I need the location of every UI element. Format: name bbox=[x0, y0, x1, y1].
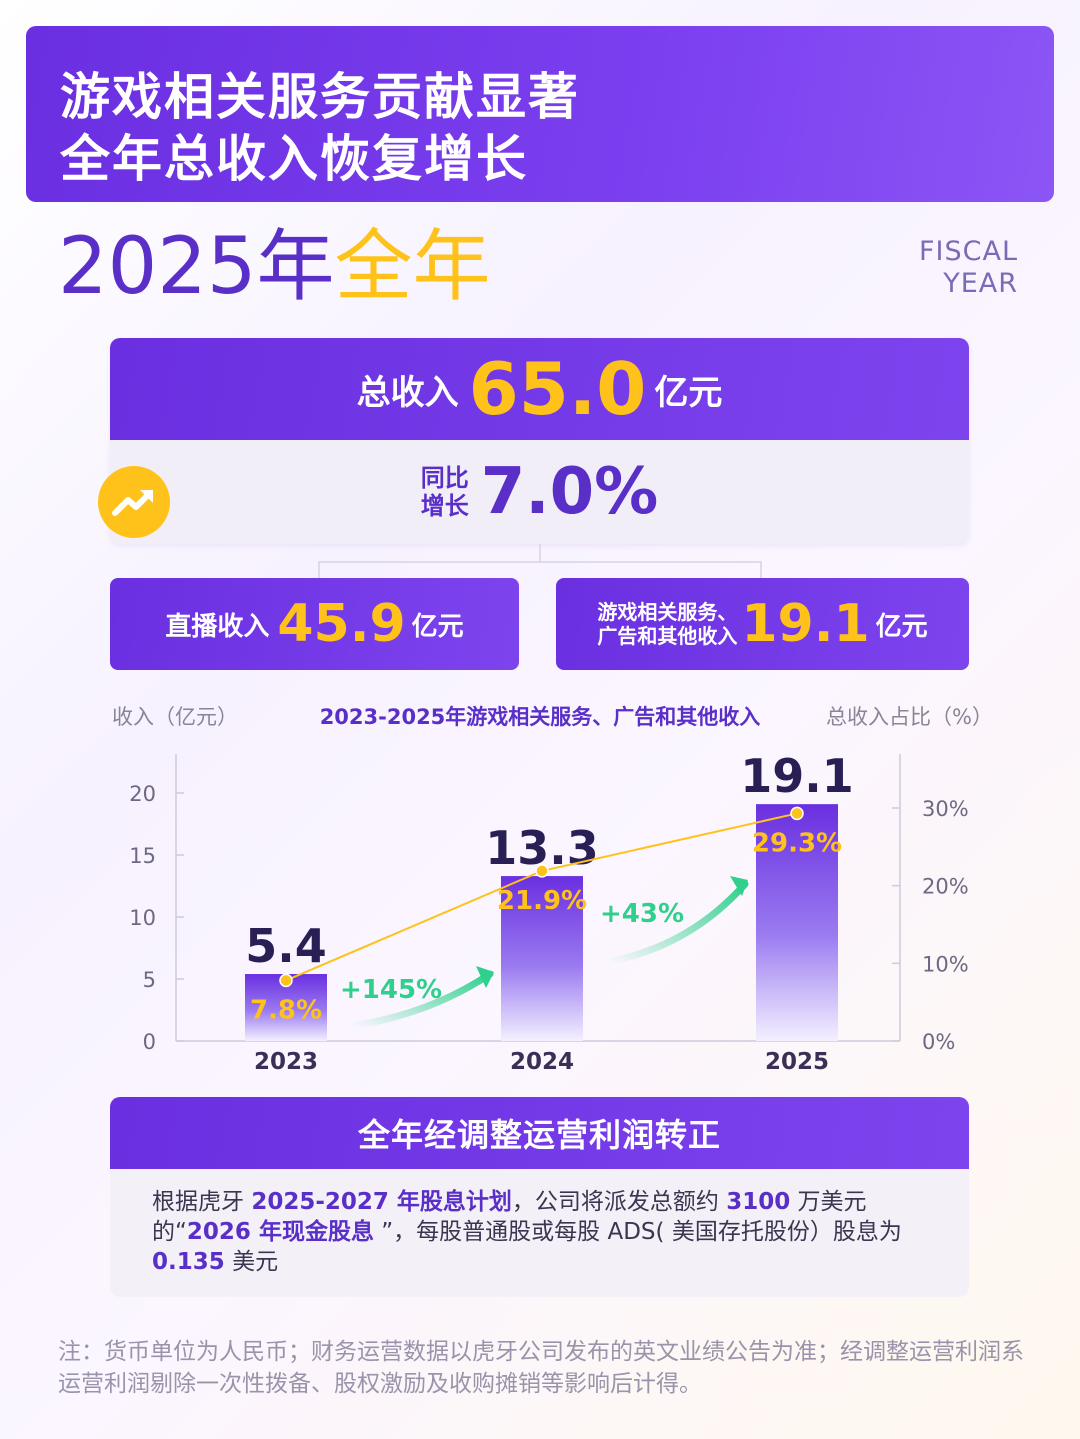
growth-arrow-head bbox=[730, 876, 748, 896]
bar-value-label: 19.1 bbox=[740, 749, 854, 803]
growth-label: +145% bbox=[340, 975, 442, 1005]
other-revenue-label-line-1: 游戏相关服务、 bbox=[597, 600, 738, 624]
profit-highlight-plan: 2025-2027 年股息计划 bbox=[251, 1189, 512, 1215]
total-revenue-label: 总收入 bbox=[356, 372, 459, 413]
live-revenue-unit: 亿元 bbox=[411, 611, 464, 642]
banner-line-2: 全年总收入恢复增长 bbox=[60, 130, 528, 188]
yoy-label-line-1: 同比 bbox=[420, 464, 469, 492]
fiscal-line-2: YEAR bbox=[943, 268, 1018, 299]
other-revenue-card: 游戏相关服务、 广告和其他收入 19.1 亿元 bbox=[556, 578, 969, 670]
profit-highlight-dividend: 2026 年现金股息 bbox=[186, 1219, 374, 1245]
y-tick-label: 5 bbox=[143, 968, 156, 992]
share-value-label: 7.8% bbox=[250, 995, 322, 1025]
banner-line-1: 游戏相关服务贡献显著 bbox=[60, 68, 580, 126]
total-revenue-unit: 亿元 bbox=[654, 372, 723, 413]
other-revenue-label-line-2: 广告和其他收入 bbox=[597, 624, 738, 648]
x-tick-label: 2025 bbox=[765, 1049, 829, 1075]
profit-text-2: ，公司将派发总额约 bbox=[511, 1189, 727, 1215]
profit-description: 根据虎牙 2025-2027 年股息计划，公司将派发总额约 3100 万美元的“… bbox=[110, 1169, 969, 1277]
footnote: 注：货币单位为人民币；财务运营数据以虎牙公司发布的英文业绩公告为准；经调整运营利… bbox=[58, 1339, 1024, 1397]
share-point bbox=[790, 806, 804, 821]
total-revenue-header: 总收入 65.0 亿元 bbox=[110, 338, 969, 440]
y2-axis-title: 总收入占比（%） bbox=[826, 705, 993, 729]
year-title-year: 2025年 bbox=[58, 222, 335, 312]
y-tick-label: 0 bbox=[143, 1030, 156, 1054]
growth-arrow-head bbox=[476, 966, 494, 988]
profit-title: 全年经调整运营利润转正 bbox=[110, 1097, 969, 1169]
y-tick-label: 15 bbox=[129, 844, 156, 868]
y2-tick-label: 10% bbox=[922, 952, 969, 976]
y-axis-title: 收入（亿元） bbox=[112, 705, 238, 729]
yoy-value: 7.0% bbox=[480, 455, 659, 529]
y-tick-label: 10 bbox=[129, 906, 156, 930]
share-point bbox=[535, 864, 549, 878]
live-revenue-value: 45.9 bbox=[277, 594, 406, 654]
other-revenue-label: 游戏相关服务、 广告和其他收入 bbox=[597, 600, 737, 648]
y2-tick-label: 0% bbox=[922, 1030, 955, 1054]
fiscal-year-label: FISCAL YEAR bbox=[919, 236, 1018, 300]
profit-highlight-amount: 3100 bbox=[726, 1189, 791, 1215]
x-tick-label: 2023 bbox=[254, 1049, 318, 1075]
profit-text-3: 万美元的“ bbox=[152, 1189, 867, 1245]
bar-value-label: 5.4 bbox=[245, 919, 327, 973]
live-revenue-label: 直播收入 bbox=[165, 611, 270, 642]
header-banner: 游戏相关服务贡献显著 全年总收入恢复增长 bbox=[26, 26, 1054, 202]
yoy-label-line-2: 增长 bbox=[420, 492, 469, 520]
x-tick-label: 2024 bbox=[510, 1049, 574, 1075]
profit-highlight-per-share: 0.135 bbox=[152, 1249, 225, 1275]
profit-text-5: 美元 bbox=[224, 1249, 279, 1275]
share-point bbox=[279, 973, 293, 988]
other-revenue-value: 19.1 bbox=[741, 594, 870, 654]
other-revenue-unit: 亿元 bbox=[875, 611, 928, 642]
yoy-label: 同比 增长 bbox=[421, 464, 469, 520]
bar-2024 bbox=[501, 876, 583, 1041]
yoy-growth: 同比 增长 7.0% bbox=[110, 440, 969, 544]
y-tick-label: 20 bbox=[129, 782, 156, 806]
trend-up-icon bbox=[98, 466, 170, 538]
live-revenue-card: 直播收入 45.9 亿元 bbox=[110, 578, 519, 670]
profit-card: 全年经调整运营利润转正 根据虎牙 2025-2027 年股息计划，公司将派发总额… bbox=[110, 1097, 969, 1297]
card-connector bbox=[318, 544, 762, 580]
revenue-chart: 收入（亿元） 2023-2025年游戏相关服务、广告和其他收入 总收入占比（%）… bbox=[112, 705, 993, 1075]
profit-text-1: 根据虎牙 bbox=[152, 1189, 252, 1215]
growth-arrow bbox=[604, 880, 749, 966]
share-value-label: 29.3% bbox=[752, 828, 842, 858]
total-revenue-card: 总收入 65.0 亿元 同比 增长 7.0% bbox=[110, 338, 969, 544]
y2-tick-label: 30% bbox=[922, 797, 969, 821]
bar-2025 bbox=[756, 804, 838, 1041]
growth-arrow bbox=[348, 970, 494, 1030]
share-value-label: 21.9% bbox=[497, 886, 587, 916]
year-title: 2025年全年 bbox=[58, 222, 491, 312]
profit-text-4: ”，每股普通股或每股 ADS( 美国存托股份）股息为 bbox=[373, 1219, 902, 1245]
y2-tick-label: 20% bbox=[922, 875, 969, 899]
year-title-highlight: 全年 bbox=[334, 222, 491, 312]
chart-title: 2023-2025年游戏相关服务、广告和其他收入 bbox=[320, 705, 761, 729]
fiscal-line-1: FISCAL bbox=[919, 236, 1018, 267]
growth-label: +43% bbox=[600, 899, 684, 929]
total-revenue-value: 65.0 bbox=[468, 347, 647, 431]
